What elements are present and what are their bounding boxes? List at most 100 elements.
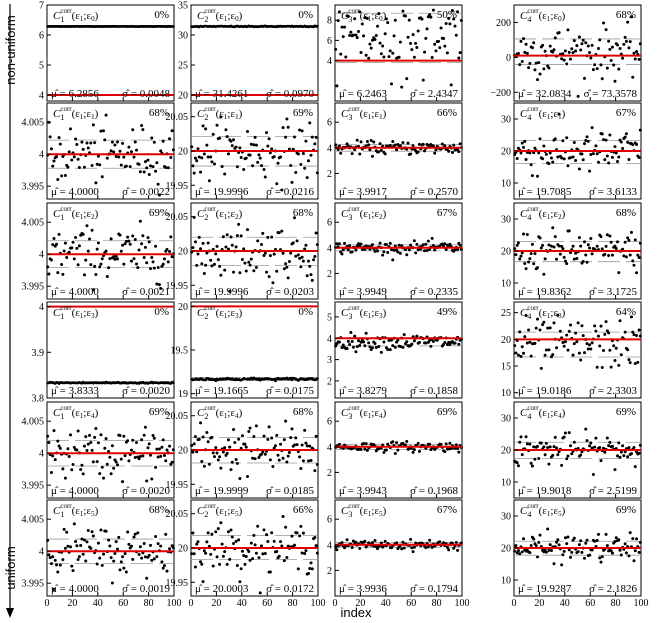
data-point [635, 50, 639, 54]
data-point [359, 447, 363, 451]
data-point [589, 347, 593, 351]
data-point [562, 157, 566, 161]
data-point [67, 150, 71, 154]
data-point [533, 146, 537, 150]
data-point [395, 441, 399, 445]
data-point [530, 464, 534, 468]
data-point [398, 345, 402, 349]
data-point [538, 328, 542, 332]
x-tick-label: 40 [560, 598, 570, 609]
sigma-label: σ̂ = 0.0020 [122, 385, 170, 397]
data-point [415, 242, 419, 246]
data-point [571, 155, 575, 159]
data-point [95, 162, 99, 166]
data-point [556, 155, 560, 159]
data-point [308, 567, 312, 571]
data-point [129, 150, 133, 154]
data-point [157, 283, 161, 287]
data-point [434, 49, 438, 53]
data-point [572, 536, 576, 540]
data-point [627, 554, 631, 558]
data-point [528, 61, 532, 65]
data-point [575, 340, 579, 344]
data-point [248, 263, 252, 267]
data-point [359, 242, 363, 246]
panel-title: C3corr(ε1;ε1) [341, 105, 387, 122]
data-point [383, 152, 387, 156]
percent-label: 69% [616, 406, 636, 418]
mu-label: μ̂ = 19.9996 [195, 286, 249, 298]
data-point [238, 477, 242, 481]
data-point [627, 358, 631, 362]
data-point [140, 556, 144, 560]
data-point [154, 169, 158, 173]
data-point [600, 365, 604, 369]
sigma-label: σ̂ = 0.0175 [266, 385, 314, 397]
data-point [124, 239, 128, 243]
data-point [570, 47, 574, 51]
data-point [439, 442, 443, 446]
data-point [235, 234, 239, 238]
data-point [300, 443, 304, 447]
data-point [159, 454, 163, 458]
data-point [560, 244, 564, 248]
data-point [424, 546, 428, 550]
data-point [528, 257, 532, 261]
data-point [259, 544, 263, 548]
data-point [210, 264, 214, 268]
data-point [165, 569, 169, 573]
data-point [633, 362, 637, 366]
data-point [102, 552, 106, 556]
data-point [600, 555, 604, 559]
data-point [387, 55, 391, 59]
data-point [400, 547, 404, 551]
data-point [638, 540, 642, 544]
data-point [603, 450, 607, 454]
data-point [430, 545, 434, 549]
data-point [168, 249, 172, 253]
data-point [590, 252, 594, 256]
data-point [384, 448, 388, 452]
data-point [429, 15, 433, 19]
data-point [635, 537, 639, 541]
data-point [55, 155, 59, 159]
x-tick-label: 20 [355, 598, 365, 609]
data-point [221, 450, 225, 454]
data-point [608, 133, 612, 137]
data-point [407, 248, 411, 252]
data-point [638, 241, 642, 245]
data-point [401, 540, 405, 544]
data-point [599, 235, 603, 239]
data-point [538, 533, 542, 537]
data-point [591, 152, 595, 156]
panel-title: C2corr(ε1;ε3) [197, 304, 243, 321]
panel-title: C2corr(ε1;ε4) [197, 404, 243, 421]
data-point [631, 143, 635, 147]
data-point [63, 546, 67, 550]
data-point [67, 455, 71, 459]
data-point [313, 142, 317, 146]
mu-label: μ̂ = 31.4261 [195, 88, 248, 100]
y-tick-label: 19.5 [171, 346, 189, 357]
data-point [259, 242, 263, 246]
data-point [192, 442, 196, 446]
data-point [600, 132, 604, 136]
data-point [384, 243, 388, 247]
data-point [195, 542, 199, 546]
data-point [618, 548, 622, 552]
data-point [367, 341, 371, 345]
y-tick-label: 20 [178, 544, 188, 555]
data-point [596, 47, 600, 51]
data-point [624, 551, 628, 555]
data-point [122, 566, 126, 570]
data-point [532, 41, 536, 45]
data-point [51, 243, 55, 247]
data-point [221, 235, 225, 239]
data-point [237, 222, 241, 226]
data-point [346, 14, 350, 18]
data-point [610, 551, 614, 555]
data-point [145, 576, 149, 580]
data-point [340, 541, 344, 545]
data-point [589, 441, 593, 445]
data-point [223, 268, 227, 272]
